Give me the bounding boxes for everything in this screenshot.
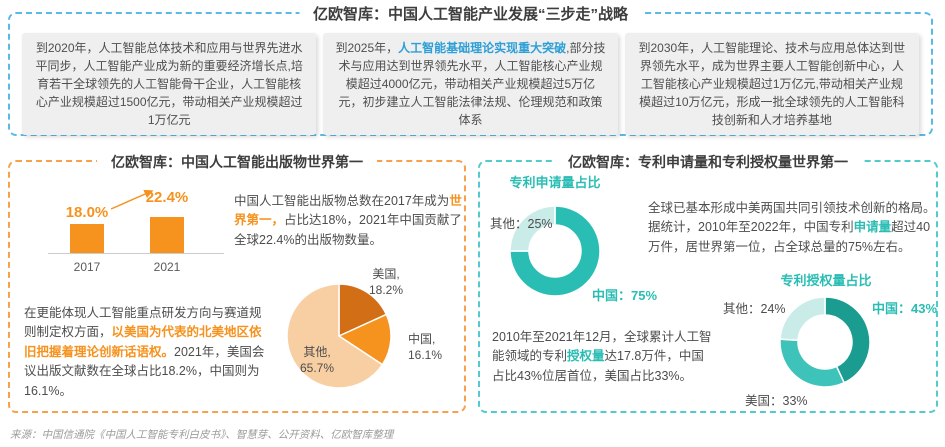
strategy-boxes: 到2020年，人工智能总体技术和应用与世界先进水平同步，人工智能产业成为新的重要… <box>22 33 919 135</box>
grants-donut-label-us: 美国：33% <box>745 394 808 408</box>
publications-pie-chart <box>286 283 392 389</box>
publications-intro-paragraph: 中国人工智能出版物总数在2017年成为世界第一，占比达18%，2021年中国贡献… <box>234 192 468 250</box>
publications-panel: 亿欧智库：中国人工智能出版物世界第一 18.0% 22.4% 2017 2021… <box>8 152 468 413</box>
patents-panel-title: 亿欧智库：专利申请量和专利授权量世界第一 <box>554 152 862 172</box>
growth-arrow-icon <box>110 189 154 210</box>
pat-grants-highlight: 授权量 <box>567 349 605 364</box>
pat-grants-text: 2010年至2021年12月，全球累计人工智能领域的专利 <box>492 330 712 364</box>
pat-apps-text: 全球已基本形成中美两国共同引领技术创新的格局。据统计，2010年至2022年，中… <box>648 201 936 235</box>
strategy-box-2030: 到2030年，人工智能理论、技术与应用总体达到世界领先水平，成为世界主要人工智能… <box>624 33 919 135</box>
patent-grants-donut-chart <box>779 296 871 388</box>
apps-donut-label-other: 其他：25% <box>490 217 553 231</box>
publications-panel-title: 亿欧智库：中国人工智能出版物世界第一 <box>97 152 377 172</box>
patents-panel: 亿欧智库：专利申请量和专利授权量世界第一 专利申请量占比 其他：25% 中国：7… <box>478 152 938 413</box>
pub-detail-highlight: 以美国为代表的北美地区依旧把握着理论创新话语权。 <box>24 325 262 359</box>
publications-bar-chart <box>48 192 224 254</box>
pat-apps-highlight: 申请量 <box>853 220 892 235</box>
pie-label-other: 其他, 65.7% <box>299 345 335 375</box>
pie-label-china: 中国, 16.1% <box>408 332 443 362</box>
pat-apps-text-tail: 超过40万件，居世界第一位，占全球总量的75%左右。 <box>648 220 931 254</box>
patent-applications-donut-chart <box>509 205 601 297</box>
bar-value-2017: 18.0% <box>65 204 109 221</box>
patent-applications-chart-title: 专利申请量占比 <box>509 175 601 190</box>
strategy-box-2020: 到2020年，人工智能总体技术和应用与世界先进水平同步，人工智能产业成为新的重要… <box>22 33 317 135</box>
publications-detail-paragraph: 在更能体现人工智能重点研发方向与赛道规则制定权方面，以美国为代表的北美地区依旧把… <box>24 304 272 401</box>
strategy-box-2025-text: 到2025年， <box>335 41 399 55</box>
patent-grants-paragraph: 2010年至2021年12月，全球累计人工智能领域的专利授权量达17.8万件，中… <box>492 328 716 386</box>
bar-2017 <box>70 224 104 253</box>
apps-donut-label-china: 中国：75% <box>592 288 658 303</box>
patent-grants-chart-title: 专利授权量占比 <box>780 273 872 288</box>
strategy-box-2025-text-tail: ,部分技术与应用达到世界领先水平，人工智能核心产业规模超过4000亿元，带动相关… <box>338 41 606 127</box>
strategy-box-2020-text: 到2020年，人工智能总体技术和应用与世界先进水平同步，人工智能产业成为新的重要… <box>35 41 303 127</box>
pub-intro-text-tail: 占比达18%，2021年中国贡献了全球22.4%的出版物数量。 <box>234 213 462 247</box>
grants-donut-label-other: 其他：24% <box>723 302 786 316</box>
bar-2021 <box>150 217 184 253</box>
pie-label-us: 美国, 18.2% <box>368 267 404 297</box>
pub-detail-text-tail: 2021年，美国会议出版文献数在全球占比18.2%，中国则为16.1%。 <box>24 344 265 398</box>
source-note: 来源：中国信通院《中国人工智能专利白皮书》、智慧芽、公开资料、亿欧智库整理 <box>10 429 394 441</box>
pub-intro-highlight: 世界第一， <box>234 194 462 228</box>
pat-grants-text-tail: 达17.8万件，中国占比43%位居首位，美国占比33%。 <box>492 349 704 383</box>
strategy-box-2025: 到2025年，人工智能基础理论实现重大突破,部分技术与应用达到世界领先水平，人工… <box>323 33 618 135</box>
bar-value-2021: 22.4% <box>145 189 189 206</box>
three-step-strategy-panel: 亿欧智库：中国人工智能产业发展“三步走”战略 到2020年，人工智能总体技术和应… <box>8 3 933 136</box>
pub-intro-text: 中国人工智能出版物总数在2017年成为 <box>234 194 450 208</box>
patent-applications-paragraph: 全球已基本形成中美两国共同引领技术创新的格局。据统计，2010年至2022年，中… <box>648 199 936 257</box>
pub-detail-text: 在更能体现人工智能重点研发方向与赛道规则制定权方面， <box>24 306 262 340</box>
bar-year-2021: 2021 <box>153 260 181 274</box>
page-title: 亿欧智库：中国人工智能产业发展“三步走”战略 <box>298 3 643 24</box>
strategy-box-2025-highlight: 人工智能基础理论实现重大突破 <box>398 41 567 55</box>
strategy-box-2030-text: 到2030年，人工智能理论、技术与应用总体达到世界领先水平，成为世界主要人工智能… <box>638 41 906 127</box>
bar-year-2017: 2017 <box>73 260 101 274</box>
grants-donut-label-china: 中国：43% <box>872 301 938 316</box>
